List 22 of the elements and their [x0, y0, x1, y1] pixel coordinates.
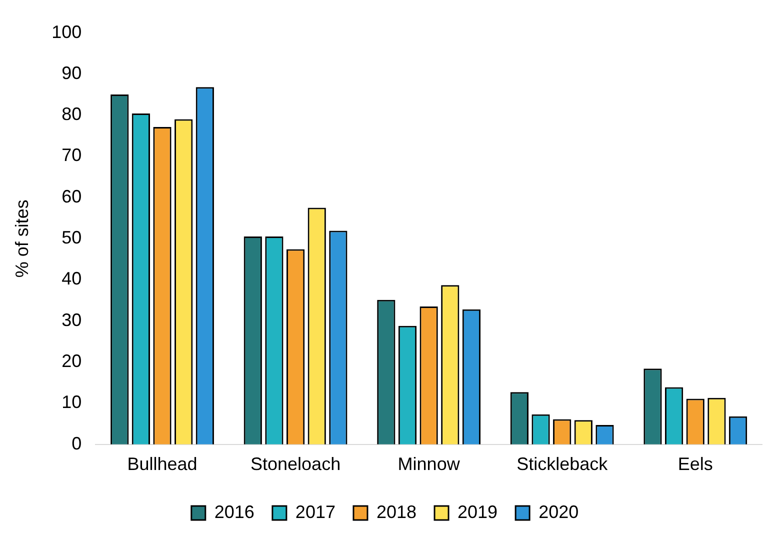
- legend-label: 2016: [214, 502, 254, 522]
- y-tick-label: 30: [62, 310, 82, 330]
- y-tick-label: 80: [62, 104, 82, 124]
- x-tick-label: Bullhead: [127, 454, 198, 474]
- legend-label: 2017: [295, 502, 336, 522]
- y-tick-label: 0: [72, 433, 82, 454]
- x-tick-label: Stoneloach: [250, 454, 341, 474]
- legend-label: 2018: [376, 502, 417, 522]
- y-tick-label: 60: [62, 186, 82, 206]
- y-tick-label: 10: [62, 392, 82, 412]
- y-tick-label: 40: [62, 268, 82, 289]
- y-tick-label: 70: [62, 145, 82, 166]
- legend-label: 2020: [538, 502, 579, 522]
- y-tick-label: 100: [52, 22, 82, 42]
- y-tick-label: 20: [62, 351, 82, 372]
- x-tick-label: Minnow: [398, 454, 461, 474]
- y-tick-label: 50: [62, 228, 82, 248]
- y-tick-label: 90: [62, 62, 82, 83]
- legend-label: 2019: [458, 502, 498, 522]
- y-axis-title: % of sites: [12, 200, 32, 278]
- x-tick-label: Eels: [678, 454, 713, 474]
- x-tick-label: Stickleback: [516, 454, 609, 474]
